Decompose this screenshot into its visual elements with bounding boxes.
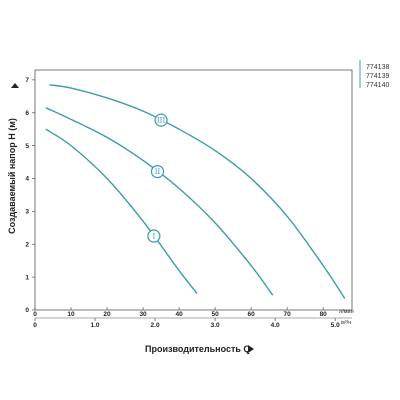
x-tick-label-lpm: 0 <box>33 311 37 318</box>
curve-ii <box>45 107 274 296</box>
y-tick-label: 1 <box>25 274 29 281</box>
plot-frame <box>34 69 353 311</box>
y-axis-title: Создаваемый напор Н (м) <box>7 118 17 234</box>
x-tick-label-lpm: 70 <box>284 311 292 318</box>
curve-label-i: I <box>152 233 155 241</box>
y-axis-arrow-icon <box>11 83 19 88</box>
plot-border <box>34 69 353 311</box>
x-tick-label-m3h: 3.0 <box>211 322 220 329</box>
x-tick-label-lpm: 60 <box>248 311 256 318</box>
y-tick-label: 5 <box>25 143 29 150</box>
x-tick-label-m3h: 0 <box>33 322 37 329</box>
x-tick-label-lpm: 80 <box>320 311 328 318</box>
curve-iii <box>49 84 346 299</box>
y-tick-label: 2 <box>25 241 29 248</box>
x-tick-label-lpm: 30 <box>139 311 147 318</box>
y-tick-label: 4 <box>25 176 29 183</box>
y-tick-label: 0 <box>25 307 29 314</box>
x-tick-label-lpm: 20 <box>103 311 111 318</box>
y-tick-label: 7 <box>25 77 29 84</box>
y-tick-label: 6 <box>25 110 29 117</box>
curve-label-iii: III <box>157 117 166 125</box>
x-axis-ticks-lpm: 0 10 20 30 40 50 60 70 80 <box>33 307 327 318</box>
x-tick-label-lpm: 10 <box>67 311 75 318</box>
x-axis-title: Производительность Q <box>145 344 250 354</box>
x-tick-label-lpm: 40 <box>175 311 183 318</box>
x-tick-label-m3h: 5.0 <box>331 322 340 329</box>
x-tick-label-lpm: 50 <box>211 311 219 318</box>
x-unit-lpm: л/мин <box>339 309 354 315</box>
performance-curves <box>45 84 346 299</box>
legend-item-774140: 774140 <box>366 82 389 89</box>
x-axis-arrow-icon <box>248 345 254 353</box>
curve-label-circle <box>154 113 168 127</box>
legend-item-774139: 774139 <box>366 73 389 80</box>
curve-label-circle <box>150 164 165 179</box>
legend-item-774138: 774138 <box>366 64 389 71</box>
curve-i <box>45 128 198 294</box>
y-tick-label: 3 <box>25 209 29 216</box>
x-tick-label-m3h: 4.0 <box>271 322 280 329</box>
x-tick-label-m3h: 1.0 <box>91 322 100 329</box>
curve-label-ii: II <box>155 168 161 176</box>
x-tick-label-m3h: 2.0 <box>151 322 160 329</box>
x-unit-m3h: м³/ч <box>341 320 351 326</box>
x-axis-ticks-m3h: 0 1.0 2.0 3.0 4.0 5.0 <box>33 317 352 329</box>
y-axis-ticks: 0 1 2 3 4 5 6 7 <box>25 77 35 314</box>
curve-label-circle <box>147 229 161 243</box>
